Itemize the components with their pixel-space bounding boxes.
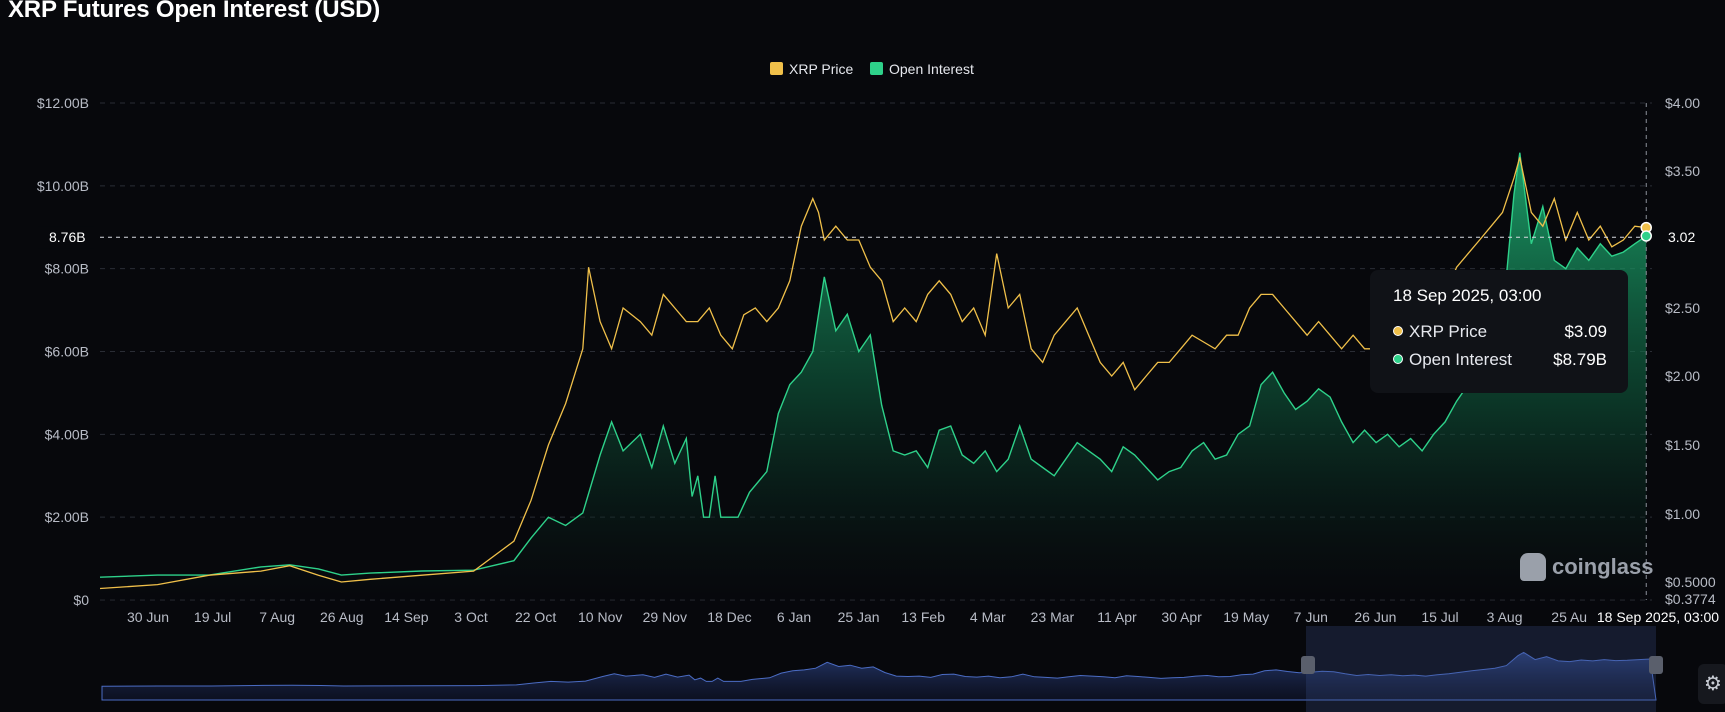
settings-icon[interactable]: ⚙ — [1698, 664, 1725, 704]
y-right-tick-label: $1.50 — [1665, 437, 1700, 453]
crosshair-right-label: 3.02 — [1668, 229, 1695, 245]
y-right-tick-label: $3.50 — [1665, 163, 1700, 179]
x-tick-label: 18 Dec — [707, 609, 751, 625]
y-left-tick-label: $6.00B — [45, 344, 89, 360]
oi-dot-icon — [1393, 354, 1403, 364]
x-tick-label-current: 18 Sep 2025, 03:00 — [1597, 609, 1719, 625]
legend-swatch-icon — [770, 62, 783, 75]
x-tick-label: 3 Oct — [454, 609, 488, 625]
x-tick-label: 22 Oct — [515, 609, 556, 625]
x-tick-label: 7 Jun — [1294, 609, 1328, 625]
y-left-tick-label: $4.00B — [45, 426, 89, 442]
x-tick-label: 29 Nov — [643, 609, 687, 625]
x-axis: 30 Jun 19 Jul 7 Aug 26 Aug 14 Sep 3 Oct 22 Oct… — [127, 606, 1725, 628]
open-interest-fill — [100, 152, 1647, 600]
x-tick-label: 26 Aug — [320, 609, 364, 625]
crosshair-left-bg — [38, 226, 94, 249]
x-tick-label: 19 Jul — [194, 609, 231, 625]
crosshair-left-label: 8.76B — [49, 229, 86, 245]
oi-marker — [1640, 230, 1653, 242]
y-left-tick-label: $12.00B — [37, 95, 89, 111]
x-tick-label: 30 Jun — [127, 609, 169, 625]
tooltip-row-oi: Open Interest $8.79B — [1393, 350, 1607, 370]
y-left-tick-label: $10.00B — [37, 178, 89, 194]
y-right-tick-label: $1.00 — [1665, 506, 1700, 522]
tooltip-price-value: $3.09 — [1564, 322, 1607, 341]
x-tick-label: 4 Mar — [970, 609, 1006, 625]
x-tick-label: 30 Apr — [1161, 609, 1202, 625]
crosshair: 8.76B 3.02 — [38, 103, 1695, 600]
tooltip-price-label: XRP Price — [1409, 322, 1488, 341]
y-left-tick-label: $8.00B — [45, 261, 89, 277]
tooltip-date: 18 Sep 2025, 03:00 — [1393, 286, 1542, 305]
range-navigator[interactable] — [101, 626, 1663, 712]
x-tick-label: 14 Sep — [384, 609, 429, 625]
x-tick-label: 10 Nov — [578, 609, 622, 625]
open-interest-line — [99, 152, 1647, 578]
x-tick-label: 23 Mar — [1031, 609, 1075, 625]
x-highlight-bg — [1588, 606, 1725, 628]
x-tick-label: 25 Au — [1551, 609, 1587, 625]
legend[interactable]: XRP Price Open Interest — [770, 61, 974, 77]
x-tick-label: 26 Jun — [1354, 609, 1396, 625]
x-tick-label: 19 May — [1223, 609, 1269, 625]
x-tick-label: 7 Aug — [259, 609, 295, 625]
y-axis-left: $0 $2.00B $4.00B $6.00B $8.00B $10.00B $12.00B — [37, 95, 89, 608]
price-dot-icon — [1393, 326, 1403, 336]
x-tick-label: 15 Jul — [1421, 609, 1458, 625]
y-right-tick-label: $0.5000 — [1665, 574, 1716, 590]
open-interest-area — [99, 152, 1647, 600]
y-right-tick-label: $4.00 — [1665, 95, 1700, 111]
legend-swatch-icon — [870, 62, 883, 75]
watermark-text: coinglass — [1552, 554, 1654, 579]
coinglass-watermark: coinglass — [1520, 553, 1653, 581]
navigator-right-handle-icon — [1649, 656, 1663, 674]
x-tick-label: 6 Jan — [777, 609, 811, 625]
tooltip-oi-label: Open Interest — [1409, 350, 1513, 369]
tooltip-oi-value: $8.79B — [1553, 350, 1607, 369]
y-left-tick-label: $0 — [73, 592, 89, 608]
coinglass-logo-icon — [1520, 553, 1546, 581]
tooltip-row-price: XRP Price $3.09 — [1393, 322, 1607, 342]
y-right-tick-label: $2.50 — [1665, 300, 1700, 316]
x-tick-label: 25 Jan — [838, 609, 880, 625]
tooltip: 18 Sep 2025, 03:00 XRP Price $3.09 Open … — [1370, 270, 1628, 393]
legend-label: XRP Price — [789, 61, 854, 77]
y-right-tick-label: $2.00 — [1665, 368, 1700, 384]
x-tick-label: 3 Aug — [1487, 609, 1523, 625]
x-tick-label: 13 Feb — [901, 609, 945, 625]
navigator-left-handle-icon — [1301, 656, 1315, 674]
navigator-series — [101, 651, 1657, 701]
legend-label: Open Interest — [889, 61, 974, 77]
x-tick-label: 11 Apr — [1097, 609, 1137, 625]
y-left-tick-label: $2.00B — [45, 509, 89, 525]
y-axis-right: $0.3774$0.5000 $1.00 $1.50 $2.00 $2.50 $3.50 $… — [1665, 95, 1716, 607]
page-title: XRP Futures Open Interest (USD) — [8, 0, 381, 23]
y-right-tick-label: $0.3774 — [1665, 591, 1716, 607]
navigator-selection — [1306, 626, 1656, 712]
